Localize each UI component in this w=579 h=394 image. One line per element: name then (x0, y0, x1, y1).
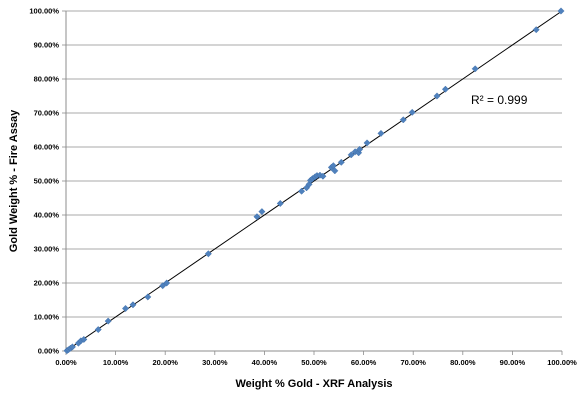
data-point (80, 335, 88, 343)
data-point (305, 180, 313, 188)
y-tick-label: 80.00% (34, 75, 60, 84)
data-point (104, 317, 112, 325)
data-point (356, 145, 364, 153)
x-tick-labels: 0.00% 10.00% 20.00% 30.00% 40.00% 50.00% 60.00… (55, 358, 577, 367)
data-point (408, 108, 416, 116)
data-point (298, 187, 306, 195)
x-tick-label: 80.00% (450, 358, 476, 367)
x-tick-label: 0.00% (55, 358, 77, 367)
data-point (204, 250, 212, 258)
x-axis-title: Weight % Gold - XRF Analysis (235, 378, 392, 390)
data-point (163, 279, 171, 287)
x-tick-label: 90.00% (500, 358, 526, 367)
data-point (377, 129, 385, 137)
y-tick-label: 10.00% (34, 313, 60, 322)
y-tick-label: 100.00% (29, 7, 59, 16)
y-tick-labels: 0.00% 10.00% 20.00% 30.00% 40.00% 50.00% 60.00… (29, 7, 59, 356)
axes (62, 10, 563, 355)
data-point (337, 158, 345, 166)
y-tick-label: 40.00% (34, 211, 60, 220)
data-point (331, 167, 339, 175)
y-tick-label: 90.00% (34, 41, 60, 50)
data-point (433, 92, 441, 100)
data-point (68, 343, 76, 351)
data-point (253, 213, 261, 221)
data-point (276, 199, 284, 207)
x-tick-label: 100.00% (547, 358, 577, 367)
data-point (471, 65, 479, 73)
x-tick-label: 30.00% (202, 358, 228, 367)
data-point (532, 26, 540, 34)
data-point (399, 116, 407, 124)
data-point (159, 282, 167, 290)
x-tick-label: 20.00% (152, 358, 178, 367)
data-point (347, 151, 355, 159)
y-axis-title: Gold Weight % - Fire Assay (8, 109, 20, 252)
data-point (94, 326, 102, 334)
x-tick-label: 70.00% (400, 358, 426, 367)
y-tick-label: 70.00% (34, 109, 60, 118)
gridlines (66, 10, 562, 318)
data-point (129, 301, 137, 309)
y-tick-label: 20.00% (34, 279, 60, 288)
data-points (63, 7, 565, 355)
data-point (122, 305, 130, 312)
data-point (363, 139, 371, 147)
x-tick-label: 60.00% (351, 358, 377, 367)
data-point (441, 85, 449, 93)
data-point (319, 172, 327, 180)
data-point (258, 208, 266, 216)
data-point (557, 7, 565, 15)
x-tick-label: 40.00% (252, 358, 278, 367)
y-tick-label: 50.00% (34, 177, 60, 186)
data-point (144, 293, 152, 301)
y-tick-label: 60.00% (34, 143, 60, 152)
x-tick-label: 50.00% (301, 358, 327, 367)
y-tick-label: 30.00% (34, 245, 60, 254)
x-tick-label: 10.00% (103, 358, 129, 367)
r-squared-annotation: R² = 0.999 (471, 93, 528, 107)
y-tick-label: 0.00% (38, 347, 60, 356)
